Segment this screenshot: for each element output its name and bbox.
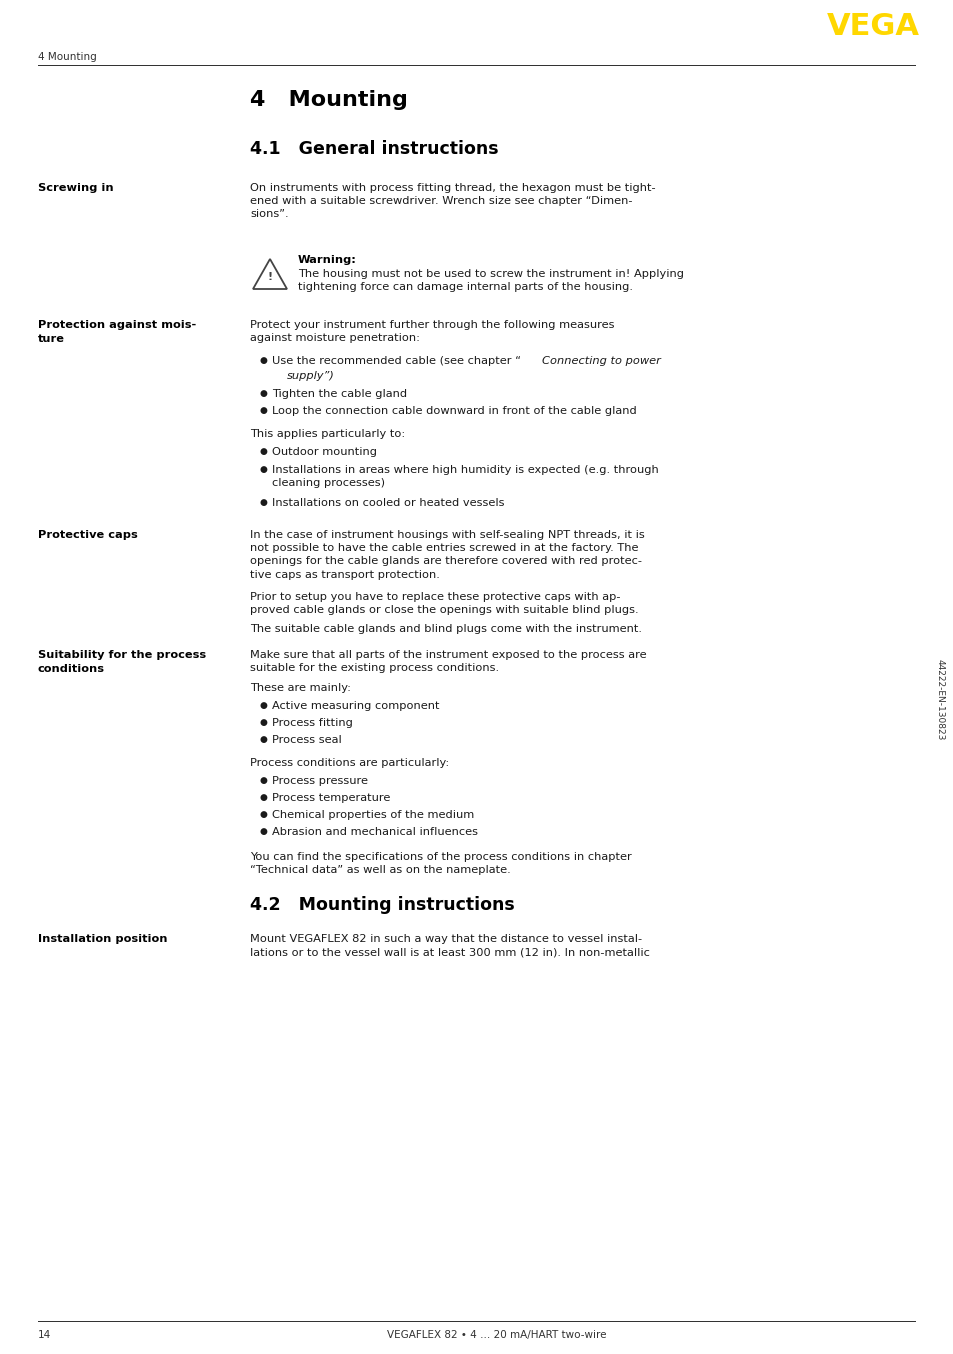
Text: The suitable cable glands and blind plugs come with the instrument.: The suitable cable glands and blind plug… bbox=[250, 624, 641, 634]
Text: Protective caps: Protective caps bbox=[38, 529, 137, 540]
Text: Installations in areas where high humidity is expected (e.g. through
cleaning pr: Installations in areas where high humidi… bbox=[272, 464, 659, 489]
Text: Protection against mois-
ture: Protection against mois- ture bbox=[38, 320, 196, 344]
Text: Abrasion and mechanical influences: Abrasion and mechanical influences bbox=[272, 827, 477, 837]
Text: You can find the specifications of the process conditions in chapter
“Technical : You can find the specifications of the p… bbox=[250, 852, 631, 875]
Text: Connecting to power: Connecting to power bbox=[541, 356, 660, 366]
Text: ●: ● bbox=[260, 356, 268, 366]
Text: Screwing in: Screwing in bbox=[38, 183, 113, 194]
Text: ●: ● bbox=[260, 810, 268, 819]
Text: VEGA: VEGA bbox=[826, 12, 919, 41]
Text: ●: ● bbox=[260, 827, 268, 835]
Text: Mount VEGAFLEX 82 in such a way that the distance to vessel instal-
lations or t: Mount VEGAFLEX 82 in such a way that the… bbox=[250, 934, 649, 957]
Text: ●: ● bbox=[260, 718, 268, 727]
Text: Loop the connection cable downward in front of the cable gland: Loop the connection cable downward in fr… bbox=[272, 406, 636, 416]
Text: 4 Mounting: 4 Mounting bbox=[38, 51, 96, 62]
Text: !: ! bbox=[267, 272, 273, 282]
Text: Chemical properties of the medium: Chemical properties of the medium bbox=[272, 810, 474, 821]
Text: The housing must not be used to screw the instrument in! Applying
tightening for: The housing must not be used to screw th… bbox=[297, 269, 683, 292]
Text: Outdoor mounting: Outdoor mounting bbox=[272, 447, 376, 458]
Text: ●: ● bbox=[260, 735, 268, 743]
Text: ●: ● bbox=[260, 498, 268, 506]
Text: Process seal: Process seal bbox=[272, 735, 341, 745]
Text: This applies particularly to:: This applies particularly to: bbox=[250, 429, 405, 439]
Text: Make sure that all parts of the instrument exposed to the process are
suitable f: Make sure that all parts of the instrume… bbox=[250, 650, 646, 673]
Text: VEGAFLEX 82 • 4 … 20 mA/HART two-wire: VEGAFLEX 82 • 4 … 20 mA/HART two-wire bbox=[387, 1330, 606, 1340]
Text: ●: ● bbox=[260, 464, 268, 474]
Text: Use the recommended cable (see chapter “: Use the recommended cable (see chapter “ bbox=[272, 356, 520, 366]
Text: Protect your instrument further through the following measures
against moisture : Protect your instrument further through … bbox=[250, 320, 614, 343]
Text: 4.2   Mounting instructions: 4.2 Mounting instructions bbox=[250, 896, 515, 914]
Text: ●: ● bbox=[260, 389, 268, 398]
Text: These are mainly:: These are mainly: bbox=[250, 682, 351, 693]
Text: Process temperature: Process temperature bbox=[272, 793, 390, 803]
Text: ●: ● bbox=[260, 447, 268, 456]
Text: ●: ● bbox=[260, 701, 268, 709]
Text: Prior to setup you have to replace these protective caps with ap-
proved cable g: Prior to setup you have to replace these… bbox=[250, 592, 638, 615]
Text: Warning:: Warning: bbox=[297, 255, 356, 265]
Text: On instruments with process fitting thread, the hexagon must be tight-
ened with: On instruments with process fitting thre… bbox=[250, 183, 655, 219]
Text: ●: ● bbox=[260, 793, 268, 802]
Text: 44222-EN-130823: 44222-EN-130823 bbox=[935, 659, 943, 741]
Text: 4.1   General instructions: 4.1 General instructions bbox=[250, 139, 498, 158]
Text: In the case of instrument housings with self-sealing NPT threads, it is
not poss: In the case of instrument housings with … bbox=[250, 529, 644, 580]
Text: Suitability for the process
conditions: Suitability for the process conditions bbox=[38, 650, 206, 674]
Text: Tighten the cable gland: Tighten the cable gland bbox=[272, 389, 407, 399]
Text: supply”): supply”) bbox=[287, 371, 335, 380]
Text: Process conditions are particularly:: Process conditions are particularly: bbox=[250, 758, 449, 768]
Text: Installations on cooled or heated vessels: Installations on cooled or heated vessel… bbox=[272, 498, 504, 508]
Text: 14: 14 bbox=[38, 1330, 51, 1340]
Text: 4   Mounting: 4 Mounting bbox=[250, 89, 408, 110]
Text: ●: ● bbox=[260, 406, 268, 414]
Text: Active measuring component: Active measuring component bbox=[272, 701, 439, 711]
Text: ●: ● bbox=[260, 776, 268, 785]
Text: Process fitting: Process fitting bbox=[272, 718, 353, 728]
Text: Process pressure: Process pressure bbox=[272, 776, 368, 787]
Text: Installation position: Installation position bbox=[38, 934, 168, 944]
